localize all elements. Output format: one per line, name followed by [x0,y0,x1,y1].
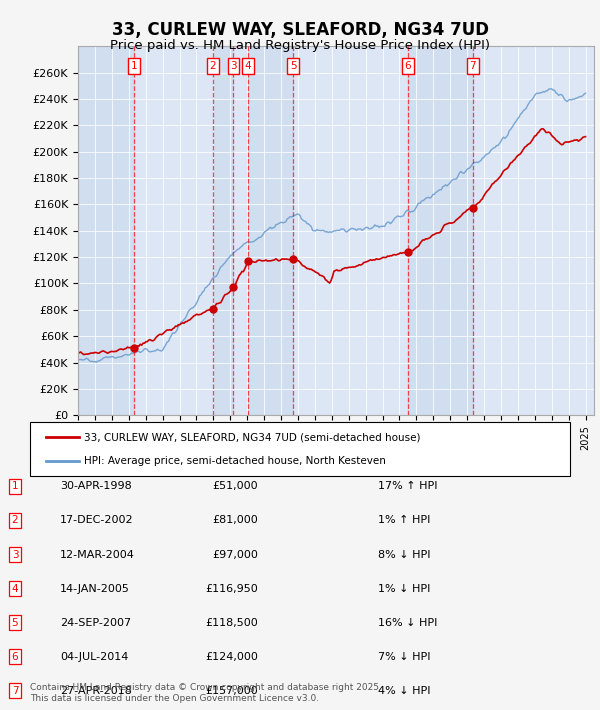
Text: £157,000: £157,000 [205,686,258,696]
Text: 04-JUL-2014: 04-JUL-2014 [60,652,128,662]
Text: 1: 1 [11,481,19,491]
Text: £118,500: £118,500 [205,618,258,628]
Text: 6: 6 [404,61,411,71]
Text: 4: 4 [245,61,251,71]
Bar [134,46,212,415]
Text: 2: 2 [11,515,19,525]
Text: 1% ↑ HPI: 1% ↑ HPI [378,515,430,525]
Text: 12-MAR-2004: 12-MAR-2004 [60,550,135,559]
Text: 7: 7 [11,686,19,696]
Text: 1: 1 [131,61,137,71]
Text: £116,950: £116,950 [205,584,258,594]
Text: 17-DEC-2002: 17-DEC-2002 [60,515,134,525]
Text: 7% ↓ HPI: 7% ↓ HPI [378,652,431,662]
Bar [408,46,473,415]
Bar [473,46,594,415]
Text: Price paid vs. HM Land Registry's House Price Index (HPI): Price paid vs. HM Land Registry's House … [110,39,490,52]
Text: 8% ↓ HPI: 8% ↓ HPI [378,550,431,559]
Text: 33, CURLEW WAY, SLEAFORD, NG34 7UD: 33, CURLEW WAY, SLEAFORD, NG34 7UD [112,21,488,39]
Text: £97,000: £97,000 [212,550,258,559]
Text: 24-SEP-2007: 24-SEP-2007 [60,618,131,628]
Text: £124,000: £124,000 [205,652,258,662]
Text: 5: 5 [11,618,19,628]
Bar [233,46,248,415]
Text: £81,000: £81,000 [212,515,258,525]
Text: HPI: Average price, semi-detached house, North Kesteven: HPI: Average price, semi-detached house,… [84,456,386,466]
FancyBboxPatch shape [30,422,570,476]
Text: 3: 3 [230,61,237,71]
Text: 30-APR-1998: 30-APR-1998 [60,481,132,491]
Text: 27-APR-2018: 27-APR-2018 [60,686,132,696]
Text: Contains HM Land Registry data © Crown copyright and database right 2025.
This d: Contains HM Land Registry data © Crown c… [30,684,382,703]
Text: 17% ↑ HPI: 17% ↑ HPI [378,481,437,491]
Text: 14-JAN-2005: 14-JAN-2005 [60,584,130,594]
Bar [293,46,408,415]
Text: 4% ↓ HPI: 4% ↓ HPI [378,686,431,696]
Text: 33, CURLEW WAY, SLEAFORD, NG34 7UD (semi-detached house): 33, CURLEW WAY, SLEAFORD, NG34 7UD (semi… [84,432,421,442]
Text: 6: 6 [11,652,19,662]
Text: 5: 5 [290,61,296,71]
Bar [248,46,293,415]
Text: £51,000: £51,000 [212,481,258,491]
Text: 7: 7 [469,61,476,71]
Text: 2: 2 [209,61,216,71]
Text: 4: 4 [11,584,19,594]
Bar [78,46,134,415]
Text: 1% ↓ HPI: 1% ↓ HPI [378,584,430,594]
Text: 16% ↓ HPI: 16% ↓ HPI [378,618,437,628]
Bar [212,46,233,415]
Text: 3: 3 [11,550,19,559]
